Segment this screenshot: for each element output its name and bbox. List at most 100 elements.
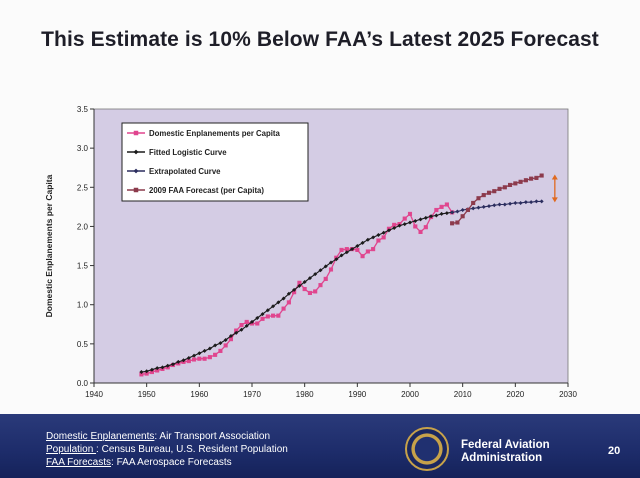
point-domestic bbox=[423, 225, 428, 230]
y-tick-label: 2.0 bbox=[77, 222, 89, 231]
point-fitted bbox=[365, 237, 370, 242]
point-fitted bbox=[423, 215, 428, 220]
point-faa-forecast bbox=[455, 220, 460, 225]
point-domestic bbox=[413, 224, 418, 229]
agency-name-line: Federal Aviation bbox=[461, 439, 550, 451]
source-line: Population : Census Bureau, U.S. Residen… bbox=[46, 443, 288, 456]
point-faa-forecast bbox=[523, 178, 528, 183]
point-extrapolated bbox=[492, 203, 497, 208]
point-extrapolated bbox=[502, 202, 507, 207]
source-key: Domestic Enplanements bbox=[46, 431, 155, 442]
y-axis-title: Domestic Enplanements per Capita bbox=[44, 174, 54, 317]
point-fitted bbox=[418, 217, 423, 222]
source-value: FAA Aerospace Forecasts bbox=[116, 457, 232, 468]
point-extrapolated bbox=[523, 200, 528, 205]
point-fitted bbox=[197, 351, 202, 356]
point-faa-forecast bbox=[476, 196, 481, 201]
x-tick-label: 1940 bbox=[85, 390, 103, 399]
point-domestic bbox=[313, 289, 318, 294]
point-domestic bbox=[265, 314, 270, 319]
point-fitted bbox=[176, 359, 181, 364]
point-fitted bbox=[408, 220, 412, 225]
point-fitted bbox=[413, 218, 418, 223]
source-value: Air Transport Association bbox=[159, 431, 271, 442]
source-key: Population bbox=[46, 444, 97, 455]
point-domestic bbox=[207, 355, 212, 360]
point-fitted bbox=[381, 230, 386, 235]
point-fitted bbox=[318, 268, 323, 273]
point-extrapolated bbox=[450, 210, 455, 215]
point-faa-forecast bbox=[450, 221, 455, 226]
point-faa-forecast bbox=[502, 185, 507, 190]
y-tick-label: 3.5 bbox=[77, 105, 89, 114]
sources-block: Domestic Enplanements: Air Transport Ass… bbox=[46, 430, 288, 469]
point-domestic bbox=[434, 207, 439, 213]
source-line: FAA Forecasts: FAA Aerospace Forecasts bbox=[46, 456, 288, 469]
point-extrapolated bbox=[460, 207, 465, 212]
point-fitted bbox=[186, 355, 191, 360]
legend-marker-faa-forecast bbox=[133, 187, 139, 193]
point-fitted bbox=[228, 334, 233, 339]
y-tick-label: 0.5 bbox=[77, 340, 89, 349]
point-fitted bbox=[360, 240, 365, 245]
point-fitted bbox=[213, 343, 218, 348]
point-fitted bbox=[155, 366, 160, 371]
point-fitted bbox=[239, 327, 244, 332]
source-key: FAA Forecasts bbox=[46, 457, 112, 468]
point-domestic bbox=[213, 352, 218, 357]
point-domestic bbox=[202, 356, 207, 361]
y-tick-label: 1.5 bbox=[77, 262, 89, 271]
point-domestic bbox=[239, 323, 244, 328]
x-tick-label: 1970 bbox=[243, 390, 261, 399]
legend-marker-extrapolated bbox=[133, 168, 139, 174]
legend-label-domestic: Domestic Enplanements per Capita bbox=[149, 129, 281, 138]
point-domestic bbox=[244, 319, 249, 324]
point-domestic bbox=[360, 254, 365, 259]
point-domestic bbox=[323, 276, 328, 281]
point-faa-forecast bbox=[486, 190, 492, 195]
point-fitted bbox=[302, 280, 307, 285]
point-fitted bbox=[307, 276, 312, 281]
point-fitted bbox=[192, 353, 197, 358]
footer-bar: Domestic Enplanements: Air Transport Ass… bbox=[0, 414, 640, 478]
x-tick-label: 2020 bbox=[506, 390, 524, 399]
point-extrapolated bbox=[534, 199, 539, 204]
point-domestic bbox=[276, 313, 281, 318]
point-domestic bbox=[302, 287, 307, 292]
point-faa-forecast bbox=[497, 186, 502, 191]
point-fitted bbox=[276, 300, 281, 305]
legend-box bbox=[121, 122, 309, 202]
point-faa-forecast bbox=[460, 214, 465, 219]
point-fitted bbox=[223, 337, 228, 342]
x-tick-label: 2010 bbox=[454, 390, 472, 399]
point-fitted bbox=[260, 312, 265, 317]
y-tick-label: 3.0 bbox=[77, 144, 89, 153]
faa-seal-logo bbox=[405, 427, 449, 471]
point-faa-forecast bbox=[534, 175, 539, 180]
x-tick-label: 1990 bbox=[348, 390, 366, 399]
point-fitted bbox=[139, 370, 144, 375]
point-domestic bbox=[381, 235, 386, 240]
point-fitted bbox=[218, 341, 223, 346]
point-fitted bbox=[244, 323, 249, 328]
point-domestic bbox=[271, 313, 276, 318]
point-domestic bbox=[371, 247, 376, 252]
point-fitted bbox=[281, 296, 286, 301]
point-extrapolated bbox=[471, 206, 476, 211]
point-fitted bbox=[329, 260, 333, 265]
point-extrapolated bbox=[513, 200, 518, 205]
page-number: 20 bbox=[608, 445, 621, 457]
point-domestic bbox=[223, 343, 228, 348]
y-tick-label: 1.0 bbox=[77, 301, 89, 310]
point-faa-forecast bbox=[518, 179, 523, 184]
point-fitted bbox=[297, 283, 302, 288]
point-faa-forecast bbox=[481, 193, 486, 198]
gap-arrow-head-down bbox=[551, 197, 558, 203]
point-fitted bbox=[171, 362, 175, 367]
legend-marker-domestic bbox=[133, 130, 139, 136]
point-fitted bbox=[313, 272, 318, 277]
point-domestic bbox=[318, 283, 323, 288]
source-line: Domestic Enplanements: Air Transport Ass… bbox=[46, 430, 288, 443]
point-fitted bbox=[160, 365, 165, 370]
point-faa-forecast bbox=[529, 176, 534, 181]
